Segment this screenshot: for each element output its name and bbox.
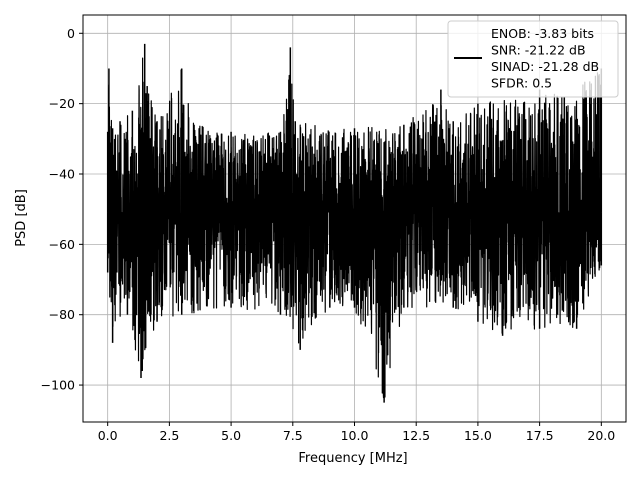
legend-entry: SFDR: 0.5	[491, 76, 552, 91]
x-tick-label: 10.0	[341, 428, 369, 443]
legend-entry: SINAD: -21.28 dB	[491, 59, 599, 74]
x-axis-label: Frequency [MHz]	[298, 451, 407, 466]
y-tick-label: −40	[49, 167, 75, 182]
y-tick-label: −80	[49, 307, 75, 322]
x-tick-label: 15.0	[464, 428, 492, 443]
legend-entry: ENOB: -3.83 bits	[491, 26, 594, 41]
x-tick-label: 12.5	[402, 428, 430, 443]
y-axis-label: PSD [dB]	[14, 189, 29, 247]
legend-box	[447, 20, 619, 98]
tick-labels: 0.0 2.5 5.0 7.5 10.0 12.5 15.0 17.5 20.0 0 −20 −40 −…	[41, 26, 616, 443]
psd-trace	[106, 43, 603, 403]
x-tick-label: 7.5	[283, 428, 303, 443]
x-tick-label: 2.5	[159, 428, 179, 443]
x-tick-label: 0.0	[98, 428, 118, 443]
y-tick-label: −60	[49, 237, 75, 252]
x-tick-label: 20.0	[587, 428, 615, 443]
x-tick-label: 5.0	[221, 428, 241, 443]
y-tick-label: −20	[49, 96, 75, 111]
legend-entry: SNR: -21.22 dB	[491, 43, 586, 58]
y-tick-label: 0	[67, 26, 75, 41]
y-tick-label: −100	[41, 378, 75, 393]
x-tick-label: 17.5	[526, 428, 554, 443]
